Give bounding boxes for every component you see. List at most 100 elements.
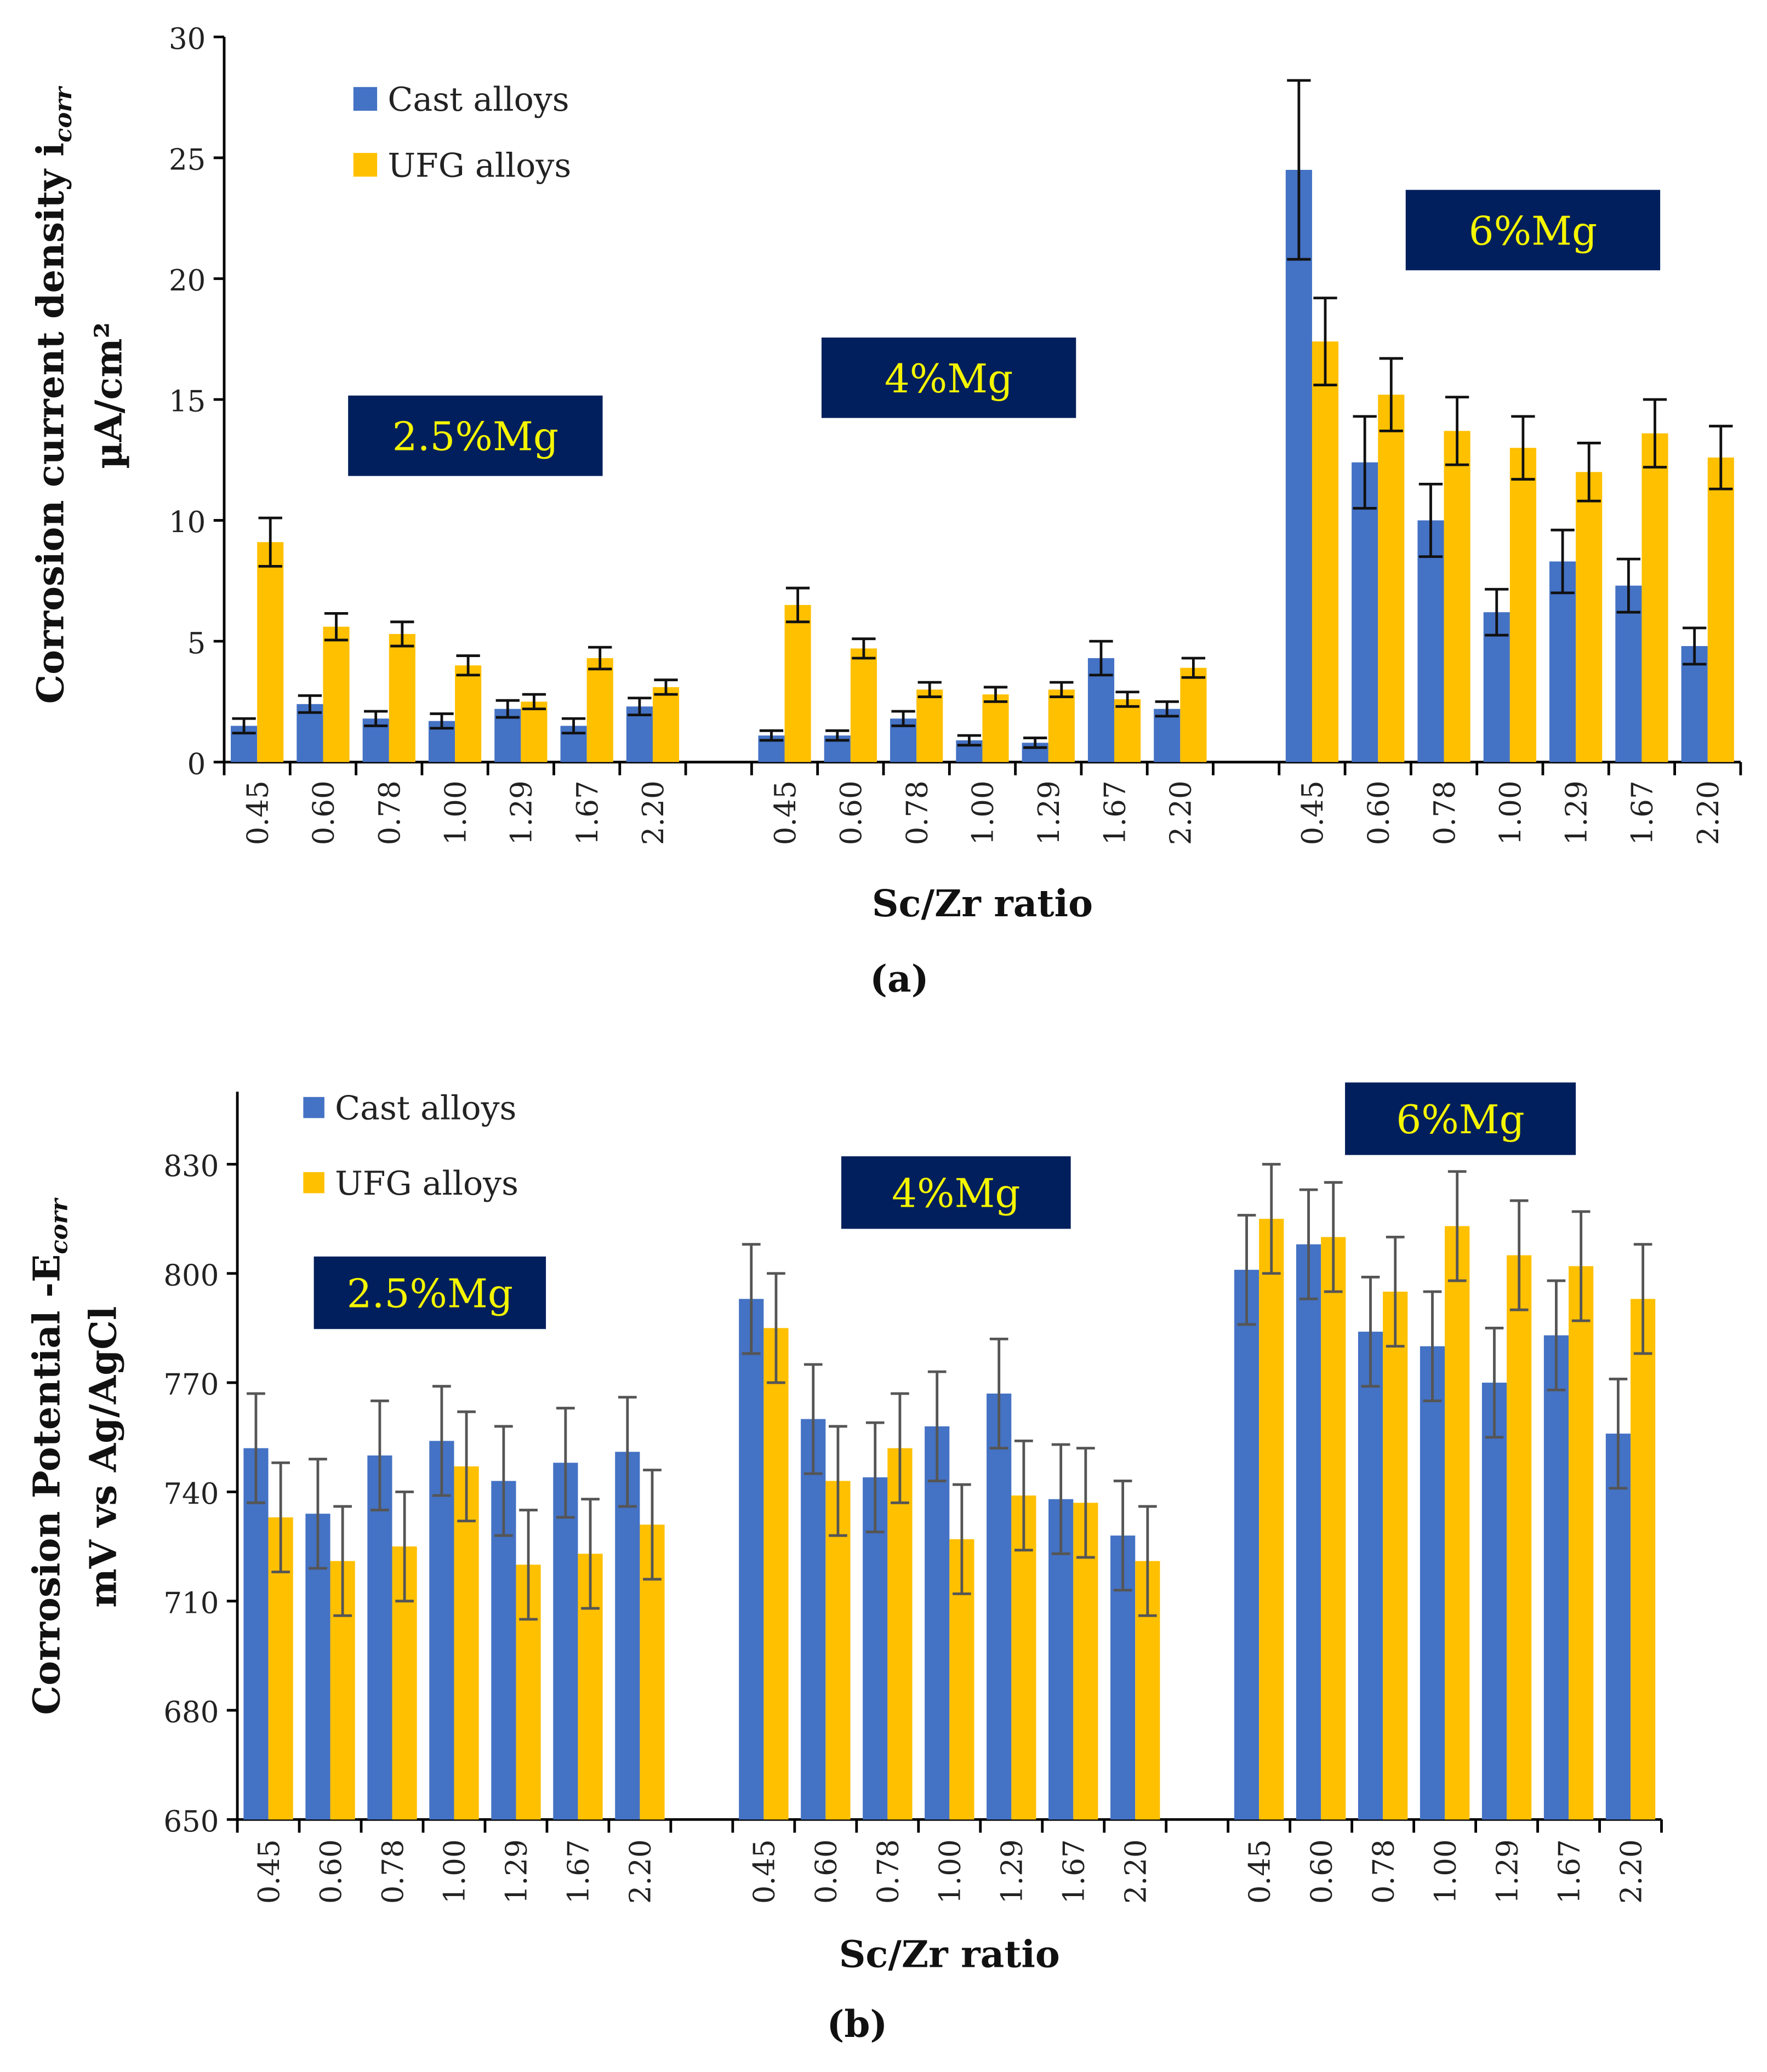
x-axis-title: Sc/Zr ratio xyxy=(839,1933,1060,1976)
ufg-bar xyxy=(1444,431,1470,762)
ufg-bar xyxy=(1576,472,1603,762)
cast-bar xyxy=(367,1455,392,1820)
ufg-bar xyxy=(1378,395,1405,762)
x-tick-label: 0.60 xyxy=(307,780,341,845)
y-tick-label: 5 xyxy=(187,627,206,660)
ufg-bar xyxy=(1707,457,1734,762)
ufg-bar xyxy=(1631,1299,1656,1820)
y-axis-title-line2: µA/cm² xyxy=(87,322,130,469)
x-tick-label: 1.67 xyxy=(1057,1839,1091,1904)
y-tick-label: 10 xyxy=(169,506,206,539)
ufg-bar xyxy=(1507,1255,1532,1820)
ufg-bar xyxy=(1321,1237,1346,1820)
cast-bar xyxy=(615,1452,640,1820)
x-tick-label: 1.29 xyxy=(1560,780,1593,845)
group-label-box xyxy=(821,337,1076,418)
ufg-bar xyxy=(1641,433,1668,762)
x-tick-label: 0.78 xyxy=(900,780,934,845)
y-tick-label: 0 xyxy=(187,747,206,781)
x-tick-label: 1.00 xyxy=(967,780,1000,845)
x-tick-label: 1.29 xyxy=(1033,780,1066,845)
ufg-bar xyxy=(1259,1219,1284,1820)
x-tick-label: 1.29 xyxy=(500,1839,534,1904)
ufg-bar xyxy=(586,658,613,762)
legend-label: Cast alloys xyxy=(387,81,569,119)
group-label: 2.5%Mg xyxy=(392,414,558,460)
ufg-bar xyxy=(1445,1226,1470,1820)
group-label: 6%Mg xyxy=(1469,208,1598,254)
x-tick-label: 0.78 xyxy=(1367,1839,1400,1904)
ufg-bar xyxy=(257,542,284,762)
cast-bar xyxy=(491,1481,516,1820)
panel-label: (b) xyxy=(827,2002,887,2046)
y-tick-label: 650 xyxy=(163,1805,219,1839)
cast-bar xyxy=(1154,709,1181,762)
legend-label: Cast alloys xyxy=(335,1089,516,1128)
y-tick-label: 740 xyxy=(163,1477,219,1511)
ufg-bar xyxy=(521,701,548,762)
cast-bar xyxy=(553,1463,578,1820)
x-tick-label: 1.00 xyxy=(438,1839,472,1904)
ufg-bar xyxy=(323,626,350,762)
legend-swatch-cast xyxy=(303,1097,324,1118)
legend-swatch-cast xyxy=(353,87,378,111)
y-axis-title-subscript: corr xyxy=(45,1197,73,1254)
x-tick-label: 1.00 xyxy=(1429,1839,1462,1904)
x-tick-label: 1.29 xyxy=(505,780,539,845)
x-axis-title: Sc/Zr ratio xyxy=(872,882,1093,925)
cast-bar xyxy=(1296,1244,1321,1820)
ufg-bar xyxy=(1312,341,1339,762)
ufg-bar xyxy=(916,689,943,762)
group-label-box xyxy=(841,1156,1071,1229)
x-tick-label: 0.78 xyxy=(1428,780,1462,845)
cast-bar xyxy=(1481,1383,1507,1820)
cast-bar xyxy=(801,1419,826,1820)
x-tick-label: 1.67 xyxy=(571,780,605,845)
x-tick-label: 2.20 xyxy=(1615,1839,1648,1904)
group-label: 4%Mg xyxy=(885,356,1013,402)
x-tick-label: 0.45 xyxy=(748,1839,782,1904)
x-tick-label: 2.20 xyxy=(637,780,670,845)
y-axis-title-line1: Corrosion Potential -Ecorr xyxy=(25,1197,73,1715)
y-axis-title-line2: mV vs Ag/AgCl xyxy=(82,1306,125,1608)
x-tick-label: 2.20 xyxy=(624,1839,658,1904)
ufg-bar xyxy=(389,633,415,762)
y-axis-title-text: Corrosion Potential -E xyxy=(25,1254,68,1715)
x-tick-label: 1.29 xyxy=(996,1839,1029,1904)
group-label-box xyxy=(1405,190,1661,271)
ufg-bar xyxy=(454,1466,479,1820)
cast-bar xyxy=(739,1299,764,1820)
cast-bar xyxy=(863,1477,888,1820)
x-tick-label: 1.00 xyxy=(1494,780,1527,845)
y-tick-label: 15 xyxy=(169,385,206,419)
group-label: 2.5%Mg xyxy=(347,1271,513,1317)
x-tick-label: 1.67 xyxy=(1626,780,1660,845)
legend-label: UFG alloys xyxy=(387,146,571,185)
ufg-bar xyxy=(982,694,1009,762)
cast-bar xyxy=(1543,1335,1569,1820)
x-tick-label: 1.67 xyxy=(1098,780,1132,845)
cast-bar xyxy=(429,1441,454,1820)
ufg-bar xyxy=(455,665,482,762)
x-tick-label: 0.60 xyxy=(1305,1839,1338,1904)
x-tick-label: 1.67 xyxy=(562,1839,596,1904)
cast-bar xyxy=(1285,169,1312,762)
y-tick-label: 800 xyxy=(163,1259,219,1292)
y-tick-label: 770 xyxy=(163,1368,219,1402)
y-axis-title-line1: Corrosion current density icorr xyxy=(29,85,77,704)
group-label-box xyxy=(1345,1082,1576,1155)
cast-bar xyxy=(1615,585,1642,762)
ufg-bar xyxy=(1569,1266,1594,1820)
x-tick-label: 2.20 xyxy=(1165,780,1198,845)
x-tick-label: 0.45 xyxy=(1243,1839,1276,1904)
cast-bar xyxy=(243,1448,269,1820)
cast-bar xyxy=(925,1426,950,1820)
group-label: 4%Mg xyxy=(892,1171,1021,1217)
cast-bar xyxy=(1483,612,1510,762)
x-tick-label: 0.45 xyxy=(241,780,275,845)
cast-bar xyxy=(1352,462,1378,762)
y-tick-label: 710 xyxy=(163,1586,219,1620)
chart-b-corrosion-potential: 650 680 710 740 770 800 830 0.45 0.60 0.78 1.00 1.2… xyxy=(25,1082,1663,2046)
y-axis-title-text: Corrosion current density i xyxy=(29,142,72,704)
y-tick-label: 25 xyxy=(169,144,206,177)
